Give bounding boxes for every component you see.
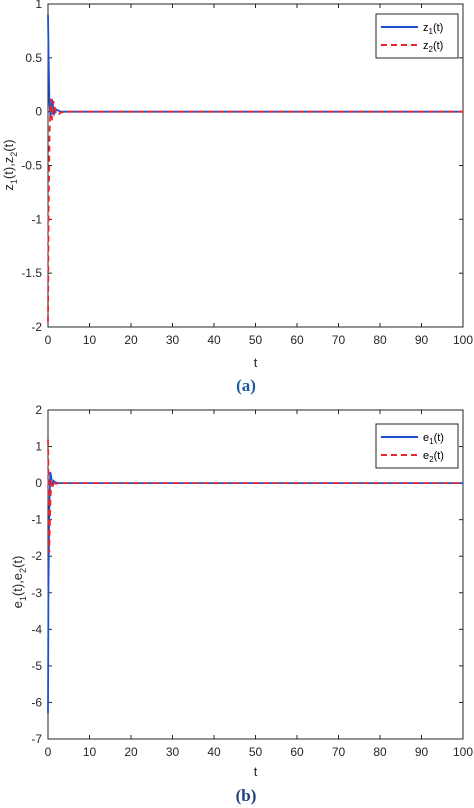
series-line-a-2	[47, 98, 463, 322]
x-tick-label-b: 100	[453, 745, 473, 759]
x-tick-label-a: 50	[249, 333, 263, 347]
x-tick-label-a: 70	[332, 333, 346, 347]
x-tick-label-a: 40	[207, 333, 221, 347]
x-tick-label-b: 80	[373, 745, 387, 759]
y-tick-label-b: -3	[31, 586, 42, 600]
x-axis-label-a: t	[254, 355, 258, 370]
x-tick-label-a: 20	[124, 333, 138, 347]
y-ticks-a: 1 0.5 0 -0.5 -1 -1.5 -2	[21, 0, 463, 334]
x-tick-label-b: 50	[249, 745, 263, 759]
x-ticks-a: 0 10 20 30 40 50 60 70 80 90 100	[45, 4, 473, 347]
x-tick-label-b: 60	[290, 745, 304, 759]
chart-b: 0 10 20 30 40 50 60 70 80 90 100 210-1-2-3-4-5-6-7…	[10, 403, 473, 779]
panel-label-b: (b)	[236, 786, 257, 805]
series-line-a-1	[47, 14, 463, 118]
x-tick-label-b: 90	[415, 745, 429, 759]
legend-label-z1: z1(t)	[423, 22, 443, 36]
x-tick-label-b: 40	[207, 745, 221, 759]
y-tick-label-b: -6	[31, 695, 42, 709]
x-tick-label-a: 100	[453, 333, 473, 347]
y-tick-label-a: -1.5	[21, 266, 42, 280]
x-tick-label-a: 90	[415, 333, 429, 347]
y-axis-label-a: z1(t),z2(t)	[1, 139, 19, 190]
x-tick-label-a: 10	[83, 333, 97, 347]
x-tick-label-b: 30	[166, 745, 180, 759]
x-tick-label-b: 0	[45, 745, 52, 759]
y-tick-label-b: 0	[35, 476, 42, 490]
y-tick-label-b: -1	[31, 513, 42, 527]
x-tick-label-b: 10	[83, 745, 97, 759]
legend-label-z2: z2(t)	[423, 40, 443, 54]
y-tick-label-a: 0	[35, 105, 42, 119]
x-tick-label-a: 30	[166, 333, 180, 347]
y-tick-label-b: -7	[31, 732, 42, 746]
y-tick-label-b: -2	[31, 549, 42, 563]
legend-label-e1: e1(t)	[423, 432, 444, 446]
series-line-b-2	[47, 439, 463, 553]
y-tick-label-a: -0.5	[21, 159, 42, 173]
x-tick-label-a: 80	[373, 333, 387, 347]
y-tick-label-a: -1	[31, 212, 42, 226]
x-tick-label-b: 70	[332, 745, 346, 759]
chart-a: 0 10 20 30 40 50 60 70 80 90 100 1 0.5 0 -0.5 -1 -1.5 -2…	[1, 0, 473, 370]
x-tick-label-b: 20	[124, 745, 138, 759]
x-axis-label-b: t	[254, 764, 258, 779]
x-ticks-b: 0 10 20 30 40 50 60 70 80 90 100	[45, 410, 473, 759]
x-tick-label-a: 0	[45, 333, 52, 347]
legend-label-e2: e2(t)	[423, 450, 444, 464]
y-tick-label-b: -4	[31, 622, 42, 636]
y-axis-label-b: e1(t),e2(t)	[10, 556, 28, 609]
series-lines-b	[47, 439, 463, 714]
y-tick-label-b: 2	[35, 403, 42, 417]
x-tick-label-a: 60	[290, 333, 304, 347]
panel-label-a: (a)	[236, 376, 256, 395]
y-tick-label-b: 1	[35, 440, 42, 454]
y-tick-label-a: 1	[35, 0, 42, 11]
legend-b: e1(t) e2(t)	[375, 423, 459, 469]
y-tick-label-a: 0.5	[25, 51, 42, 65]
y-tick-label-a: -2	[31, 320, 42, 334]
series-lines-a	[47, 14, 463, 322]
y-tick-label-b: -5	[31, 659, 42, 673]
legend-a: z1(t) z2(t)	[375, 13, 459, 59]
